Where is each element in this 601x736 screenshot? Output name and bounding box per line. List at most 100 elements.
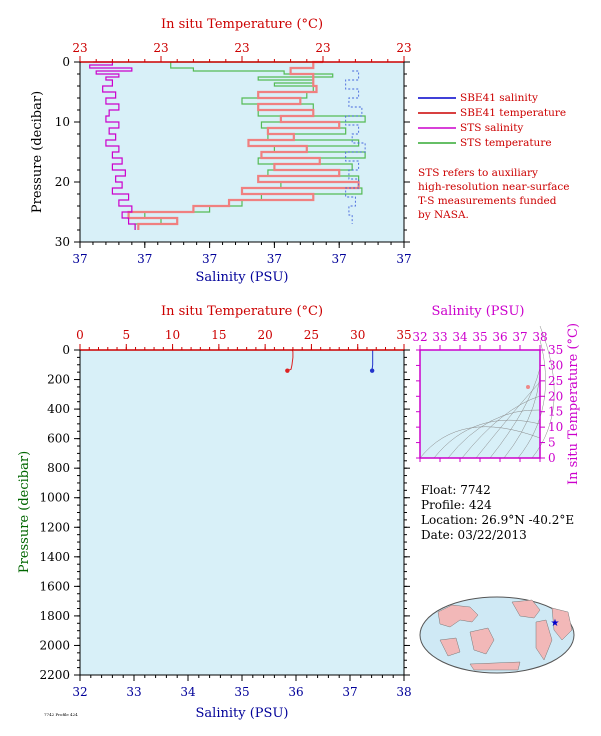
ts-temp-tick-label: 30 [548, 358, 563, 372]
ts-point [526, 385, 530, 390]
ts-salinity-tick-label: 36 [492, 330, 507, 344]
salinity-tick-label: 37 [202, 252, 217, 266]
temp-tick-label: 25 [304, 328, 319, 342]
series-end-marker [285, 368, 290, 373]
series-sbe41-temperature [287, 349, 294, 372]
ts-salinity-tick-label: 37 [512, 330, 527, 344]
sts-note-line: STS refers to auxiliary [418, 167, 538, 179]
sts-note-line: by NASA. [418, 209, 469, 221]
salinity-tick-label: 36 [288, 685, 303, 699]
map-landmass [469, 661, 521, 671]
salinity-tick-label: 38 [396, 685, 411, 699]
ts-salinity-tick-label: 38 [532, 330, 547, 344]
salinity-tick-label: 37 [267, 252, 282, 266]
map-ocean [419, 596, 575, 674]
top-chart-salinity-axis-title: Salinity (PSU) [196, 270, 289, 285]
ts-salinity-tick-label: 35 [472, 330, 487, 344]
series-sbe41-salinity [371, 350, 374, 371]
pressure-tick-label: 800 [47, 461, 70, 475]
legend-label-sts-temperature: STS temperature [460, 137, 552, 149]
map-landmass [551, 607, 573, 641]
density-contour [461, 395, 541, 459]
salinity-tick-label: 32 [72, 685, 87, 699]
bottom-chart-pressure-axis-title: Pressure (decibar) [17, 451, 32, 573]
ts-temp-tick-label: 20 [548, 389, 563, 403]
world-map: ★ [419, 596, 575, 674]
legend-label-sbe41-salinity: SBE41 salinity [460, 92, 538, 104]
salinity-tick-label: 37 [72, 252, 87, 266]
temp-tick-label: 10 [165, 328, 180, 342]
density-contour [475, 381, 541, 459]
map-landmass [511, 599, 541, 619]
temp-tick-label: 30 [350, 328, 365, 342]
float-info: Float: 7742 Profile: 424 Location: 26.9°… [421, 483, 574, 542]
pressure-tick-label: 0 [62, 343, 70, 357]
series-sbe41-temperature [127, 60, 360, 230]
ts-temp-tick-label: 25 [548, 374, 563, 388]
top-chart-temp-axis-title: In situ Temperature (°C) [161, 17, 323, 32]
series-sbe41-salinity [345, 70, 366, 224]
ts-salinity-tick-label: 33 [432, 330, 447, 344]
legend-label-sbe41-temperature: SBE41 temperature [460, 107, 566, 119]
pressure-tick-label: 0 [62, 55, 70, 69]
pressure-tick-label: 2200 [39, 668, 70, 682]
ts-temp-axis-title: In situ Temperature (°C) [566, 323, 581, 485]
ts-temp-tick-label: 10 [548, 420, 563, 434]
temp-tick-label: 15 [211, 328, 226, 342]
bottom-chart-salinity-axis-title: Salinity (PSU) [196, 706, 289, 721]
salinity-tick-label: 34 [180, 685, 196, 699]
temp-tick-label: 23 [153, 41, 168, 55]
density-contour [517, 339, 546, 459]
footer-caption: 7742 Profile 424 [44, 712, 78, 717]
pressure-tick-label: 400 [47, 402, 70, 416]
ts-temp-tick-label: 35 [548, 343, 563, 357]
pressure-tick-label: 30 [55, 235, 70, 249]
pressure-tick-label: 20 [55, 175, 70, 189]
temp-tick-label: 0 [76, 328, 84, 342]
sts-note-line: T-S measurements funded [418, 195, 557, 207]
salinity-tick-label: 37 [332, 252, 347, 266]
pressure-tick-label: 1200 [39, 520, 70, 534]
temp-tick-label: 23 [234, 41, 249, 55]
ts-salinity-axis-title: Salinity (PSU) [432, 304, 525, 319]
sts-note: STS refers to auxiliary high-resolution … [418, 167, 569, 221]
top-chart-pressure-axis-title: Pressure (decibar) [30, 91, 45, 213]
map-landmass [469, 627, 495, 655]
pressure-tick-label: 1400 [39, 550, 70, 564]
legend: SBE41 salinity SBE41 temperature STS sal… [418, 92, 566, 149]
map-landmass [437, 604, 479, 628]
temp-tick-label: 35 [396, 328, 411, 342]
density-contour [433, 419, 541, 459]
ts-salinity-tick-label: 34 [452, 330, 468, 344]
pressure-tick-label: 2000 [39, 638, 70, 652]
series-sts-salinity [89, 61, 136, 230]
near-surface-chart: 23 23 23 23 23 37 37 37 37 37 37 0 10 20 30 [55, 41, 412, 266]
temp-tick-label: 20 [258, 328, 273, 342]
map-landmass [439, 637, 461, 657]
ts-temp-tick-label: 0 [548, 451, 556, 465]
salinity-tick-label: 33 [126, 685, 141, 699]
series-end-marker [369, 368, 375, 373]
profile-number: Profile: 424 [421, 498, 492, 512]
temp-tick-label: 23 [72, 41, 87, 55]
pressure-tick-label: 200 [47, 373, 70, 387]
float-location-marker-icon: ★ [551, 618, 560, 629]
bottom-chart-temp-axis-title: In situ Temperature (°C) [161, 304, 323, 319]
float-id: Float: 7742 [421, 483, 491, 497]
map-landmass [535, 619, 553, 661]
ts-salinity-tick-label: 32 [412, 330, 427, 344]
ts-temp-tick-label: 5 [548, 436, 556, 450]
salinity-tick-label: 37 [342, 685, 357, 699]
pressure-tick-label: 1000 [39, 491, 70, 505]
bottom-plot-area [80, 350, 404, 675]
legend-label-sts-salinity: STS salinity [460, 122, 523, 134]
density-contour [489, 367, 541, 459]
temp-tick-label: 23 [396, 41, 411, 55]
density-contour [447, 409, 541, 459]
salinity-tick-label: 37 [396, 252, 411, 266]
salinity-tick-label: 37 [137, 252, 152, 266]
full-profile-chart: 0 5 10 15 20 25 30 35 32 33 34 35 36 37 38 0 200 400 600 80… [39, 328, 411, 699]
date: Date: 03/22/2013 [421, 528, 527, 542]
